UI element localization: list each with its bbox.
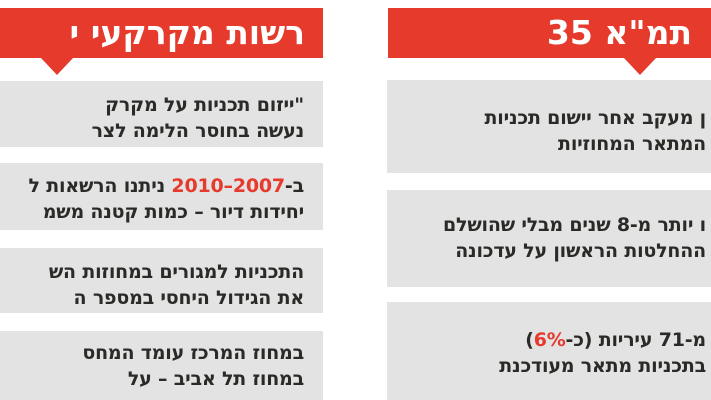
info-text: את הגידול היחסי במספר ה (73, 287, 305, 309)
info-text: נעשה בחוסר הלימה לצר (91, 120, 305, 142)
info-box: במחוז המרכז עומד המחס במחוז תל אביב – על (0, 331, 323, 400)
info-line: נעשה בחוסר הלימה לצר (0, 118, 305, 144)
header-banner-tama-35: תמ"א 35 (388, 8, 711, 58)
info-text: ההחלטות הראשון על עדכונה (455, 240, 706, 262)
info-box: ן מעקב אחר יישום תכניות המתאר המחוזיות (387, 80, 711, 173)
info-line: ב-2007–2010 ניתנו הרשאות ל (0, 173, 305, 199)
info-box: "ייזום תכניות על מקרק נעשה בחוסר הלימה ל… (0, 81, 323, 147)
info-line: ו יותר מ-8 שנים מבלי שהושלם (387, 212, 706, 238)
info-line: את הגידול היחסי במספר ה (0, 285, 305, 311)
info-box: מ-71 עיריות (כ-6%) בתכניות מתאר מעודכנת (387, 302, 711, 400)
info-text: במחוז המרכז עומד המחס (82, 342, 304, 364)
info-text: בתכניות מתאר מעודכנת (499, 355, 706, 377)
header-banner-israel-land-authority: רשות מקרקעי י (0, 8, 323, 58)
info-line: במחוז המרכז עומד המחס (0, 340, 304, 366)
info-text: ב- (284, 175, 304, 197)
highlight-years: 2007–2010 (171, 175, 285, 197)
info-line: בתכניות מתאר מעודכנת (387, 353, 706, 379)
info-text: ן מעקב אחר יישום תכניות (484, 107, 707, 129)
column-title-tama-35: תמ"א 35 (546, 13, 692, 52)
info-box: ו יותר מ-8 שנים מבלי שהושלם ההחלטות הראש… (387, 190, 711, 287)
info-line: ן מעקב אחר יישום תכניות (387, 105, 707, 131)
info-text: המתאר המחוזיות (558, 133, 706, 155)
info-text: ) (525, 329, 534, 351)
info-box: ב-2007–2010 ניתנו הרשאות ל יחידות דיור –… (0, 163, 323, 230)
info-text: מ-71 עיריות (כ- (565, 329, 707, 351)
info-text: במחוז תל אביב – על (127, 368, 304, 390)
info-text: יחידות דיור – כמות קטנה משמ (42, 201, 304, 223)
info-line: במחוז תל אביב – על (0, 366, 304, 392)
info-text: התכניות למגורים במחוזות הש (48, 261, 304, 283)
banner-pointer-icon (41, 58, 73, 75)
info-line: יחידות דיור – כמות קטנה משמ (0, 199, 304, 225)
info-text: "ייזום תכניות על מקרק (105, 94, 304, 116)
info-text: ו יותר מ-8 שנים מבלי שהושלם (443, 214, 706, 236)
info-line: "ייזום תכניות על מקרק (0, 92, 304, 118)
banner-pointer-icon (624, 58, 656, 75)
info-line: ההחלטות הראשון על עדכונה (387, 238, 706, 264)
info-line: המתאר המחוזיות (387, 131, 706, 157)
highlight-percent: 6% (533, 329, 566, 351)
info-line: מ-71 עיריות (כ-6%) (387, 327, 706, 353)
info-line: התכניות למגורים במחוזות הש (0, 259, 304, 285)
info-box: התכניות למגורים במחוזות הש את הגידול היח… (0, 248, 323, 313)
info-text: ניתנו הרשאות ל (28, 175, 172, 197)
column-title-israel-land-authority: רשות מקרקעי י (69, 13, 306, 52)
